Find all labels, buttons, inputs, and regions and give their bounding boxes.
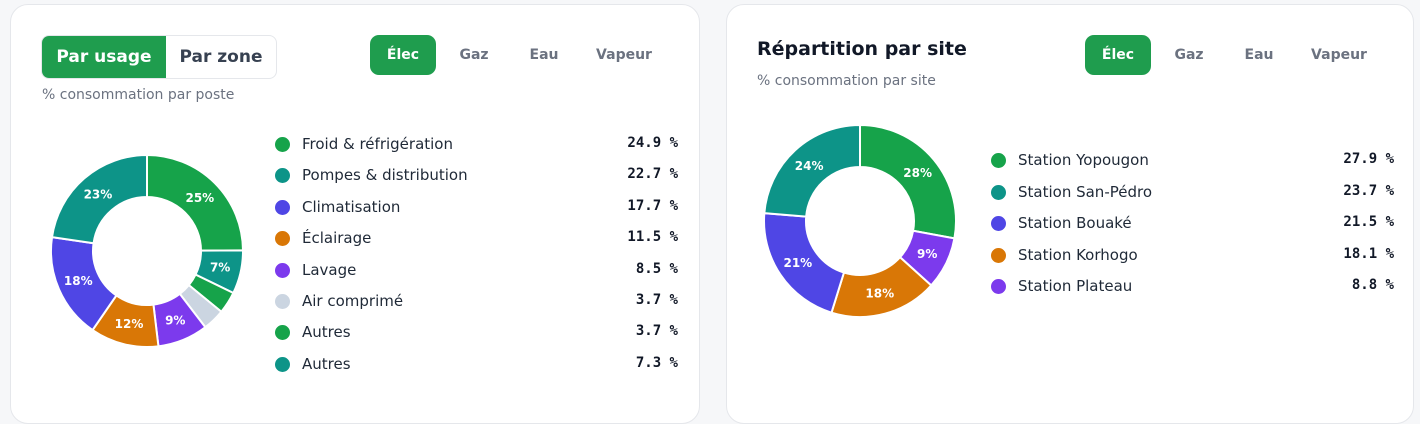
legend-value: 18.1 % [1343,245,1394,262]
usage-donut-chart: 25% 7% 9% 12% 18% 23% [50,153,245,348]
legend-item[interactable]: Station Bouaké 21.5 % [991,212,1394,236]
legend-item[interactable]: Autres 3.7 % [275,321,678,345]
legend-item[interactable]: Pompes & distribution 22.7 % [275,164,678,188]
tab-gaz[interactable]: Gaz [459,47,489,63]
slice-percent-label: 9% [917,247,937,261]
slice-percent-label: 12% [115,317,144,331]
legend-value: 3.7 % [635,292,678,308]
legend-color-dot [991,279,1006,294]
site-donut-chart: 28% 9% 18% 21% 24% [763,123,957,318]
legend-label: Station Korhogo [1018,245,1138,264]
legend-item[interactable]: Station Yopougon 27.9 % [991,149,1394,173]
tab-eau[interactable]: Eau [529,47,559,63]
slice-percent-label: 25% [185,191,214,205]
site-card: Répartition par site Élec Gaz Eau Vapeur… [726,4,1414,424]
tab-elec[interactable]: Élec [370,35,436,75]
legend-label: Station San-Pédro [1018,182,1153,201]
legend-item[interactable]: Lavage 8.5 % [275,259,678,283]
tab-gaz[interactable]: Gaz [1174,47,1204,63]
site-legend: Station Yopougon 27.9 % Station San-Pédro 2… [991,149,1394,309]
legend-value: 23.7 % [1343,182,1394,199]
legend-color-dot [991,153,1006,168]
legend-label: Autres [302,323,351,342]
slice-percent-label: 28% [903,166,932,180]
card-title: Répartition par site [757,38,967,60]
slice-percent-label: 23% [84,187,113,201]
legend-color-dot [275,137,290,152]
legend-label: Climatisation [302,197,401,216]
legend-value: 21.5 % [1343,214,1394,230]
legend-label: Air comprimé [302,292,404,310]
slice-percent-label: 9% [165,313,185,327]
donut-slice-station-yopougon[interactable] [859,123,957,240]
legend-label: Station Plateau [1018,277,1133,295]
legend-value: 27.9 % [1343,151,1394,167]
legend-label: Pompes & distribution [302,166,468,185]
donut-slice-station-san-pedro[interactable] [763,123,861,218]
legend-color-dot [275,168,290,184]
legend-color-dot [275,262,290,278]
legend-item[interactable]: Air comprimé 3.7 % [275,290,678,314]
slice-percent-label: 24% [795,159,824,173]
legend-label: Éclairage [302,229,372,248]
legend-color-dot [275,356,290,372]
legend-color-dot [991,247,1006,263]
legend-value: 22.7 % [627,166,678,183]
legend-color-dot [275,325,290,341]
legend-item[interactable]: Froid & réfrigération 24.9 % [275,133,678,157]
usage-card: Par usage Par zone Élec Gaz Eau Vapeur %… [10,4,700,424]
legend-value: 8.8 % [1351,277,1394,293]
legend-value: 8.5 % [635,260,678,277]
usage-legend: Froid & réfrigération 24.9 % Pompes & dist… [275,133,678,383]
legend-value: 11.5 % [627,229,678,246]
energy-tabs: Élec Gaz Eau Vapeur [370,35,672,75]
view-toggle: Par usage Par zone [41,35,277,79]
energy-tabs: Élec Gaz Eau Vapeur [1085,35,1387,75]
tab-vapeur[interactable]: Vapeur [596,47,652,63]
subtitle: % consommation par site [757,73,936,89]
legend-item[interactable]: Éclairage 11.5 % [275,227,678,251]
legend-color-dot [275,231,290,247]
legend-color-dot [991,184,1006,200]
legend-value: 3.7 % [635,323,678,340]
legend-item[interactable]: Station Korhogo 18.1 % [991,244,1394,268]
legend-label: Froid & réfrigération [302,135,453,153]
legend-value: 24.9 % [627,135,678,151]
legend-item[interactable]: Climatisation 17.7 % [275,196,678,220]
legend-color-dot [275,199,290,215]
legend-value: 17.7 % [627,197,678,214]
slice-percent-label: 18% [64,274,93,288]
legend-label: Autres [302,354,351,373]
legend-item[interactable]: Station San-Pédro 23.7 % [991,181,1394,205]
legend-item[interactable]: Autres 7.3 % [275,353,678,377]
donut-slice-pompes-distribution[interactable] [50,153,148,245]
by-usage-toggle[interactable]: Par usage [42,36,166,78]
by-zone-toggle[interactable]: Par zone [179,47,263,67]
tab-eau[interactable]: Eau [1244,47,1274,63]
tab-elec[interactable]: Élec [1085,35,1151,75]
slice-percent-label: 21% [783,256,812,270]
slice-percent-label: 7% [210,261,230,275]
donut-slice-froid-refrigeration[interactable] [146,153,245,252]
tab-vapeur[interactable]: Vapeur [1311,47,1367,63]
legend-value: 7.3 % [635,354,678,371]
slice-percent-label: 18% [865,286,894,300]
legend-label: Station Yopougon [1018,151,1149,169]
legend-label: Lavage [302,260,357,279]
legend-color-dot [275,294,290,309]
legend-item[interactable]: Station Plateau 8.8 % [991,275,1394,299]
subtitle: % consommation par poste [42,87,235,103]
legend-label: Station Bouaké [1018,214,1132,232]
legend-color-dot [991,216,1006,231]
